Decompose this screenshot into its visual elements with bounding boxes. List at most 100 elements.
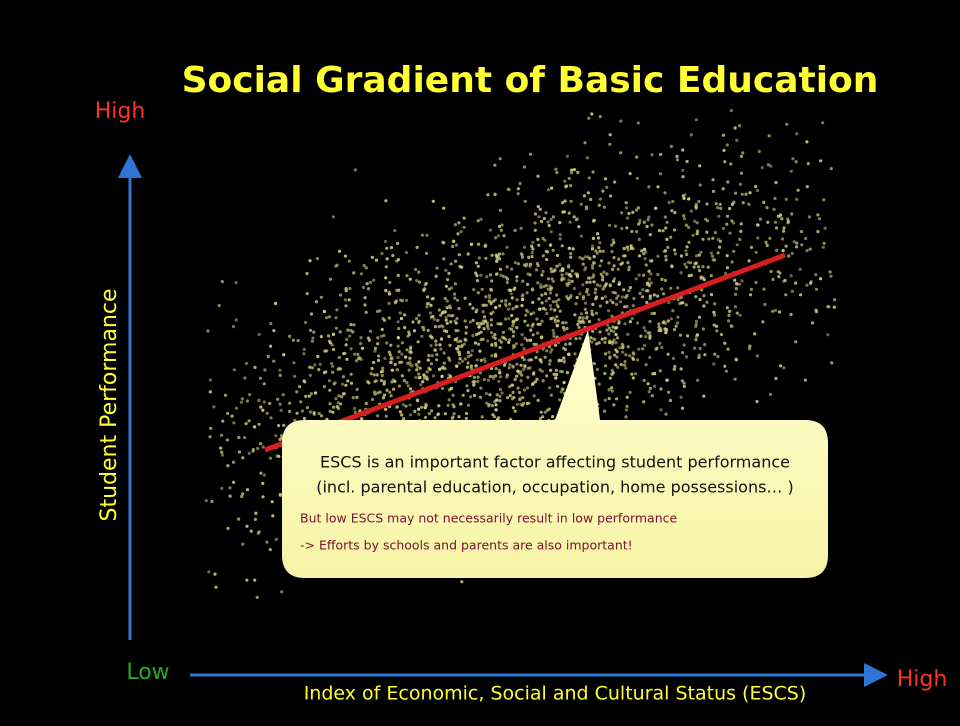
dot <box>408 356 412 360</box>
dot <box>416 365 420 369</box>
dot <box>598 264 602 268</box>
dot <box>711 254 715 258</box>
dot <box>626 261 630 265</box>
dot <box>391 253 395 258</box>
dot <box>521 279 525 283</box>
dot <box>442 241 446 245</box>
dot <box>359 342 363 346</box>
dot <box>400 374 404 378</box>
dot <box>466 350 470 354</box>
dot <box>347 259 351 263</box>
dot <box>447 334 451 338</box>
dot <box>734 191 738 195</box>
dot <box>617 257 621 261</box>
dot <box>478 321 483 326</box>
dot <box>504 299 508 303</box>
dot <box>520 255 525 259</box>
dot <box>482 321 486 325</box>
dot <box>370 255 374 259</box>
dot <box>552 269 556 273</box>
dot <box>343 254 348 258</box>
dot <box>709 274 713 278</box>
dot <box>370 366 374 371</box>
dot <box>535 377 539 381</box>
dot <box>653 372 657 376</box>
dot <box>388 292 392 296</box>
dot <box>262 382 266 386</box>
dot <box>721 226 726 230</box>
dot <box>749 245 754 249</box>
dot <box>308 328 313 332</box>
dot <box>560 273 564 277</box>
dot <box>652 293 656 297</box>
dot <box>318 362 322 366</box>
dot <box>452 405 456 409</box>
dot <box>548 284 552 288</box>
dot <box>214 585 218 589</box>
dot <box>541 415 545 419</box>
dot <box>547 223 551 228</box>
dot <box>660 277 664 281</box>
dot <box>405 381 409 385</box>
dot <box>531 300 535 305</box>
dot <box>669 286 673 290</box>
dot <box>643 329 648 333</box>
dot <box>567 352 571 356</box>
dot <box>515 279 519 283</box>
dot <box>522 401 526 405</box>
dot <box>684 223 688 227</box>
dot <box>253 425 257 429</box>
dot <box>469 395 473 399</box>
dot <box>510 327 514 331</box>
dot <box>753 332 757 336</box>
dot <box>570 168 574 172</box>
dot <box>498 304 502 308</box>
dot <box>483 244 487 248</box>
dot <box>583 141 587 145</box>
dot <box>648 233 652 237</box>
dot <box>447 356 451 360</box>
dot <box>551 248 555 252</box>
dot <box>469 353 473 357</box>
dot <box>395 405 399 409</box>
dot <box>555 171 559 175</box>
dot <box>534 355 538 360</box>
dot <box>748 347 752 351</box>
dot <box>395 259 399 263</box>
dot <box>697 253 701 257</box>
dot <box>393 229 397 233</box>
dot <box>495 256 499 261</box>
dot <box>479 330 483 334</box>
dot <box>790 212 794 216</box>
dot <box>332 347 336 352</box>
dot <box>595 283 600 287</box>
dot <box>661 229 665 233</box>
dot <box>553 343 558 347</box>
dot <box>578 316 582 320</box>
dot <box>257 398 261 402</box>
dot <box>747 202 751 206</box>
dot <box>408 363 412 367</box>
dot <box>464 411 469 416</box>
dot <box>760 166 764 170</box>
dot <box>456 350 460 354</box>
dot <box>534 268 539 272</box>
dot <box>766 163 770 167</box>
dot <box>485 275 489 279</box>
dot <box>626 345 630 349</box>
dot <box>542 216 546 221</box>
dot <box>442 257 446 261</box>
dot <box>567 278 571 282</box>
dot <box>602 205 607 209</box>
dot <box>445 321 449 325</box>
dot <box>757 149 761 153</box>
dot <box>355 395 359 399</box>
dot <box>657 322 661 326</box>
dot <box>631 376 635 380</box>
dot <box>625 226 629 230</box>
dot <box>702 394 706 398</box>
dot <box>364 310 368 314</box>
dot <box>564 272 569 276</box>
dot <box>428 311 432 315</box>
dot <box>282 423 286 427</box>
